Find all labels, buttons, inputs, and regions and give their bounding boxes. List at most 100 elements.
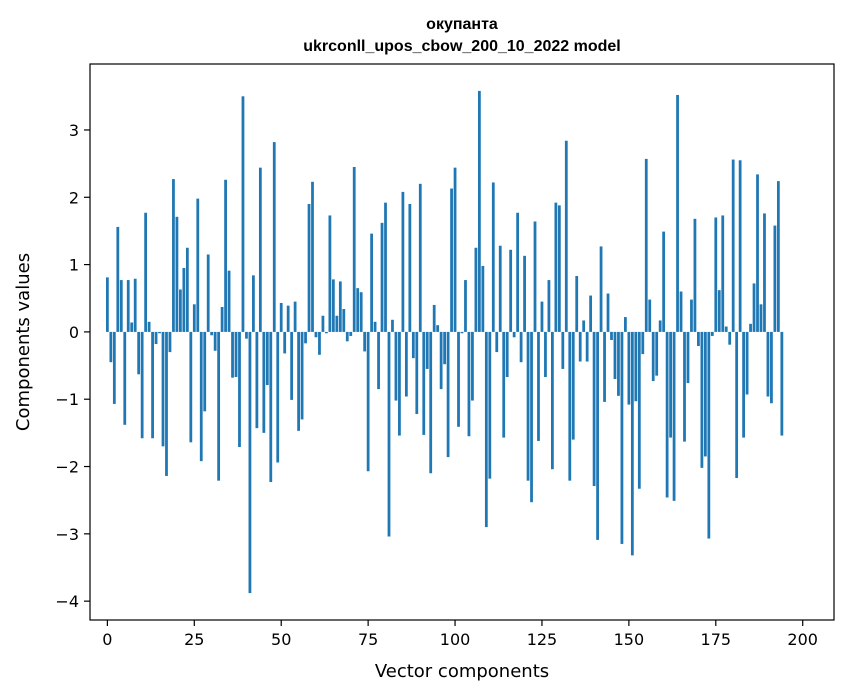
bar: [617, 331, 620, 396]
bar: [679, 291, 683, 332]
bar: [314, 331, 318, 338]
bar: [460, 331, 464, 334]
bar: [467, 331, 471, 437]
bar: [262, 331, 266, 433]
bar: [342, 309, 346, 332]
x-axis-label: Vector components: [375, 661, 549, 682]
bar: [352, 166, 356, 332]
x-tick-label: 75: [358, 630, 378, 649]
bar: [665, 331, 669, 498]
bar: [735, 331, 739, 478]
bar: [738, 160, 742, 332]
bar: [551, 331, 554, 470]
bar: [373, 321, 377, 332]
bar: [418, 183, 422, 332]
bar: [199, 331, 203, 462]
bar: [530, 331, 533, 503]
bar: [189, 331, 193, 443]
bar: [582, 320, 586, 332]
bar: [547, 280, 551, 332]
bar: [436, 325, 440, 332]
bar: [133, 278, 137, 332]
bar: [776, 181, 780, 332]
bar: [707, 331, 711, 539]
bar: [557, 205, 561, 332]
bar: [265, 331, 269, 386]
bar: [637, 331, 641, 489]
bar: [429, 331, 433, 474]
bar: [630, 331, 634, 556]
bar: [325, 331, 328, 334]
bar: [398, 331, 401, 436]
bar: [641, 331, 645, 355]
bar: [144, 212, 148, 332]
bar: [578, 331, 582, 362]
x-tick-label: 25: [184, 630, 204, 649]
bar: [610, 331, 613, 340]
x-tick-label: 125: [527, 630, 558, 649]
bar: [276, 331, 280, 463]
bar: [620, 331, 624, 544]
bar: [359, 292, 363, 332]
bar: [523, 255, 526, 332]
x-tick-label: 175: [701, 630, 732, 649]
bar: [544, 331, 547, 377]
bar: [766, 331, 770, 397]
bar: [224, 179, 227, 332]
y-tick-label: 1: [69, 256, 79, 275]
bar: [377, 331, 380, 390]
bar: [370, 233, 373, 332]
bar: [286, 305, 290, 332]
bar: [624, 317, 627, 332]
bar: [662, 231, 666, 332]
bar: [415, 331, 419, 415]
bars-group: [105, 90, 784, 594]
bar: [627, 331, 631, 405]
y-tick-label: 0: [69, 323, 79, 342]
bar: [245, 331, 248, 339]
y-tick-label: 3: [69, 121, 79, 140]
bar: [384, 202, 387, 332]
bar: [137, 331, 141, 375]
bar: [248, 331, 252, 594]
bar: [269, 331, 273, 483]
bar: [165, 331, 168, 476]
bar: [404, 331, 408, 397]
bar: [533, 221, 537, 332]
bar: [471, 331, 474, 401]
bar: [770, 331, 773, 404]
bar: [505, 331, 509, 377]
bar: [217, 331, 221, 481]
bar: [112, 331, 116, 404]
bar: [773, 225, 777, 332]
bar: [571, 331, 575, 440]
y-tick-label: −1: [55, 390, 79, 409]
bar: [655, 331, 659, 376]
bar: [179, 289, 182, 332]
bar: [606, 293, 610, 332]
bar: [752, 283, 756, 332]
bar: [238, 331, 241, 447]
bar: [231, 331, 234, 378]
bar: [512, 331, 516, 338]
bar: [742, 331, 745, 438]
bar: [446, 331, 450, 458]
bar: [561, 331, 565, 369]
bar: [252, 275, 255, 332]
bar: [634, 331, 638, 402]
bar: [644, 158, 648, 332]
bar: [596, 331, 599, 540]
bar: [116, 226, 120, 332]
bar: [585, 331, 589, 362]
bar: [123, 331, 127, 425]
bar: [182, 267, 186, 332]
bar: [283, 331, 287, 354]
bar: [220, 307, 224, 332]
bar: [676, 94, 679, 332]
chart-title: окупанта: [426, 16, 498, 33]
bar: [603, 331, 606, 402]
bar: [119, 280, 123, 332]
bar: [345, 331, 349, 342]
bar: [422, 331, 426, 435]
